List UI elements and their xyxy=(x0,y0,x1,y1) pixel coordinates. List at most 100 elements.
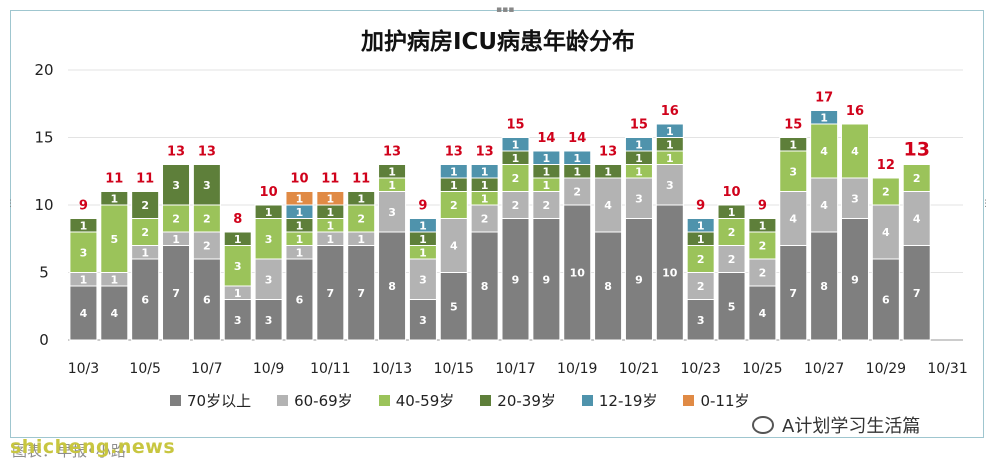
segment-label: 4 xyxy=(851,145,859,158)
total-label: 14 xyxy=(537,131,555,146)
total-label: 15 xyxy=(506,118,524,133)
segment-label: 1 xyxy=(141,246,149,259)
segment-label: 1 xyxy=(265,206,273,219)
segment-label: 10 xyxy=(570,267,586,280)
bar-segment xyxy=(655,164,684,206)
x-tick-label: 10/15 xyxy=(434,361,474,377)
resize-handle-right[interactable]: ⋮ xyxy=(981,199,990,209)
segment-label: 1 xyxy=(573,165,581,178)
y-tick-label: 10 xyxy=(34,196,53,214)
total-label: 14 xyxy=(568,131,586,146)
bar-segment xyxy=(254,218,283,260)
segment-label: 3 xyxy=(234,260,242,273)
bar-segment xyxy=(378,231,407,341)
bar-segment xyxy=(748,218,777,233)
segment-label: 2 xyxy=(913,172,921,185)
total-label: 13 xyxy=(198,145,216,160)
segment-label: 8 xyxy=(481,280,489,293)
total-label: 13 xyxy=(445,145,463,160)
total-label: 8 xyxy=(233,212,242,227)
bar-segment xyxy=(162,204,191,233)
bar-segment xyxy=(347,245,376,341)
total-label: 10 xyxy=(290,172,308,187)
resize-handle-left[interactable]: ⋮ xyxy=(6,199,15,209)
segment-label: 1 xyxy=(666,138,674,151)
resize-handle-top[interactable]: ▪▪▪ xyxy=(496,5,515,15)
bar-segment xyxy=(100,191,129,206)
segment-label: 8 xyxy=(604,280,612,293)
bar-segment xyxy=(902,191,931,246)
bar-segment xyxy=(439,191,468,219)
segment-label: 8 xyxy=(388,280,396,293)
legend-swatch xyxy=(277,395,289,406)
segment-label: 1 xyxy=(573,152,581,165)
segment-label: 1 xyxy=(604,165,612,178)
bar-segment xyxy=(439,164,468,179)
bar-segment xyxy=(686,218,715,233)
segment-label: 8 xyxy=(820,280,828,293)
site-watermark: shicheng.news xyxy=(10,436,176,458)
segment-label: 1 xyxy=(450,165,458,178)
segment-label: 1 xyxy=(326,206,334,219)
legend-item: 70岁以上 xyxy=(170,390,251,411)
segment-label: 4 xyxy=(820,199,828,212)
bar-segment xyxy=(624,177,653,219)
segment-label: 4 xyxy=(820,145,828,158)
y-tick-label: 0 xyxy=(39,331,49,349)
segment-label: 1 xyxy=(820,111,828,124)
segment-label: 1 xyxy=(296,233,304,246)
segment-label: 5 xyxy=(728,300,736,313)
segment-label: 5 xyxy=(110,233,118,246)
segment-label: 1 xyxy=(388,179,396,192)
bar-segment xyxy=(501,164,530,192)
segment-label: 3 xyxy=(203,179,211,192)
x-tick-label: 10/9 xyxy=(253,361,284,377)
segment-label: 1 xyxy=(80,219,88,232)
segment-label: 3 xyxy=(635,192,643,205)
bar-segment xyxy=(717,218,746,246)
total-label: 11 xyxy=(136,172,154,187)
segment-label: 4 xyxy=(604,199,612,212)
bar-segment xyxy=(254,204,283,219)
bar-segment xyxy=(748,285,777,341)
segment-label: 2 xyxy=(697,280,705,293)
segment-label: 1 xyxy=(419,219,427,232)
legend-item: 0-11岁 xyxy=(683,390,750,411)
total-label: 13 xyxy=(167,145,185,160)
segment-label: 3 xyxy=(697,314,705,327)
bar-segment xyxy=(563,204,592,341)
wechat-badge: A计划学习生活篇 xyxy=(752,412,920,438)
segment-label: 1 xyxy=(110,192,118,205)
segment-label: 1 xyxy=(481,192,489,205)
segment-label: 2 xyxy=(728,226,736,239)
segment-label: 1 xyxy=(419,246,427,259)
total-label: 11 xyxy=(105,172,123,187)
segment-label: 2 xyxy=(481,213,489,226)
legend-label: 70岁以上 xyxy=(187,392,252,410)
segment-label: 1 xyxy=(234,233,242,246)
bar-segment xyxy=(223,231,252,246)
x-tick-label: 10/17 xyxy=(495,361,535,377)
segment-label: 1 xyxy=(481,179,489,192)
bar-segment xyxy=(254,299,283,341)
bar-segment xyxy=(624,218,653,341)
bar-segment xyxy=(655,204,684,341)
bar-segment xyxy=(532,150,561,165)
segment-label: 1 xyxy=(296,219,304,232)
segment-label: 6 xyxy=(296,294,304,307)
x-tick-label: 10/3 xyxy=(68,361,99,377)
legend-label: 0-11岁 xyxy=(700,392,750,410)
segment-label: 1 xyxy=(666,125,674,138)
bar-segment xyxy=(100,204,129,273)
bar-segment xyxy=(470,231,499,341)
total-label: 9 xyxy=(418,199,427,214)
segment-label: 1 xyxy=(296,206,304,219)
total-label: 9 xyxy=(696,199,705,214)
bar-segment xyxy=(840,177,869,219)
total-label: 16 xyxy=(661,104,679,119)
legend-item: 60-69岁 xyxy=(277,390,353,411)
segment-label: 1 xyxy=(543,165,551,178)
legend-label: 60-69岁 xyxy=(294,392,353,410)
segment-label: 3 xyxy=(388,206,396,219)
bar-segment xyxy=(347,204,376,233)
